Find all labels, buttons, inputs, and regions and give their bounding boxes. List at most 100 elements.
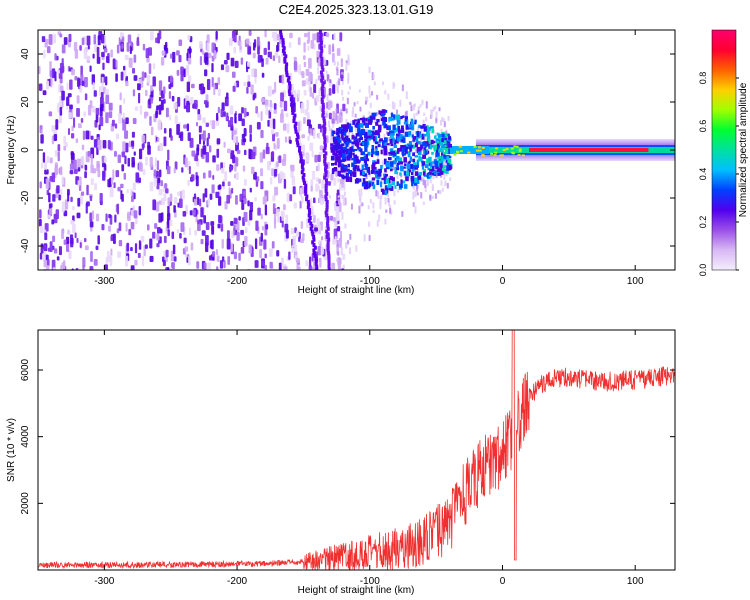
noise-mark <box>280 92 284 102</box>
noise-mark <box>167 197 171 206</box>
signal-mark <box>349 176 353 183</box>
noise-mark <box>120 31 123 40</box>
signal-mark <box>448 164 452 171</box>
streak-mark <box>322 124 326 129</box>
noise-mark <box>368 66 371 73</box>
signal-mark <box>362 170 365 176</box>
signal-mark <box>382 189 385 195</box>
noise-mark <box>155 111 158 119</box>
noise-mark <box>199 198 202 207</box>
noise-mark <box>42 250 46 261</box>
signal-mark <box>416 179 420 184</box>
streak-mark <box>314 261 318 266</box>
streak-mark <box>321 102 325 107</box>
signal-mark <box>395 155 400 160</box>
signal-mark <box>385 124 388 128</box>
noise-mark <box>72 159 77 170</box>
noise-mark <box>235 80 240 88</box>
noise-mark <box>305 260 309 266</box>
noise-mark <box>111 119 115 127</box>
signal-mark <box>357 165 360 171</box>
noise-mark <box>61 229 65 240</box>
noise-mark <box>198 41 203 49</box>
noise-mark <box>42 152 46 163</box>
signal-mark <box>494 151 498 154</box>
signal-mark <box>394 157 397 163</box>
noise-mark <box>223 260 226 269</box>
noise-mark <box>330 173 334 181</box>
signal-mark <box>411 168 415 172</box>
noise-mark <box>117 186 121 192</box>
signal-mark <box>330 146 333 150</box>
noise-mark <box>328 195 331 199</box>
signal-mark <box>396 167 400 171</box>
noise-mark <box>145 89 148 97</box>
signal-mark <box>400 125 404 132</box>
signal-mark <box>425 131 430 137</box>
noise-mark <box>252 94 256 101</box>
streak-mark <box>311 240 315 245</box>
y-tick-label: 2000 <box>20 492 31 515</box>
noise-mark <box>271 151 275 158</box>
noise-mark <box>211 225 215 235</box>
signal-mark <box>375 150 380 156</box>
noise-mark <box>207 262 211 270</box>
signal-mark <box>378 110 381 115</box>
signal-mark <box>400 179 403 184</box>
noise-mark <box>168 83 172 89</box>
noise-mark <box>318 195 321 204</box>
noise-mark <box>291 176 296 186</box>
noise-mark <box>317 163 320 171</box>
noise-mark <box>163 86 166 94</box>
noise-mark <box>206 34 210 44</box>
noise-mark <box>421 169 424 173</box>
noise-mark <box>159 142 164 152</box>
signal-mark <box>415 136 419 143</box>
signal-mark <box>406 163 411 170</box>
noise-mark <box>45 178 50 189</box>
noise-mark <box>435 132 438 136</box>
noise-mark <box>123 65 126 71</box>
noise-mark <box>310 39 314 49</box>
noise-mark <box>318 178 321 184</box>
signal-mark <box>412 135 417 140</box>
noise-mark <box>47 247 51 252</box>
noise-mark <box>211 256 215 261</box>
signal-mark <box>368 132 372 136</box>
noise-mark <box>90 227 93 232</box>
noise-mark <box>47 214 51 219</box>
noise-mark <box>300 187 303 198</box>
signal-mark <box>437 145 440 149</box>
noise-mark <box>273 218 277 229</box>
noise-mark <box>130 188 133 196</box>
noise-mark <box>83 77 88 88</box>
noise-mark <box>123 172 127 180</box>
noise-mark <box>138 78 142 84</box>
noise-mark <box>325 112 328 118</box>
noise-mark <box>141 255 145 267</box>
signal-mark <box>351 135 355 140</box>
noise-mark <box>327 212 330 219</box>
noise-mark <box>227 120 231 128</box>
noise-mark <box>49 203 53 208</box>
signal-mark <box>368 133 372 139</box>
noise-mark <box>376 153 379 160</box>
signal-mark <box>335 149 338 154</box>
noise-mark <box>169 114 172 121</box>
noise-mark <box>384 197 387 205</box>
noise-mark <box>192 209 196 216</box>
streak-mark <box>326 243 330 248</box>
noise-mark <box>120 71 124 81</box>
noise-mark <box>105 76 108 86</box>
signal-mark <box>359 170 363 176</box>
noise-mark <box>40 129 43 134</box>
signal-mark <box>418 158 421 162</box>
noise-mark <box>176 124 180 135</box>
signal-mark <box>383 137 388 143</box>
signal-mark <box>382 141 386 147</box>
noise-mark <box>224 96 229 107</box>
signal-mark <box>389 176 394 181</box>
noise-mark <box>118 222 122 232</box>
